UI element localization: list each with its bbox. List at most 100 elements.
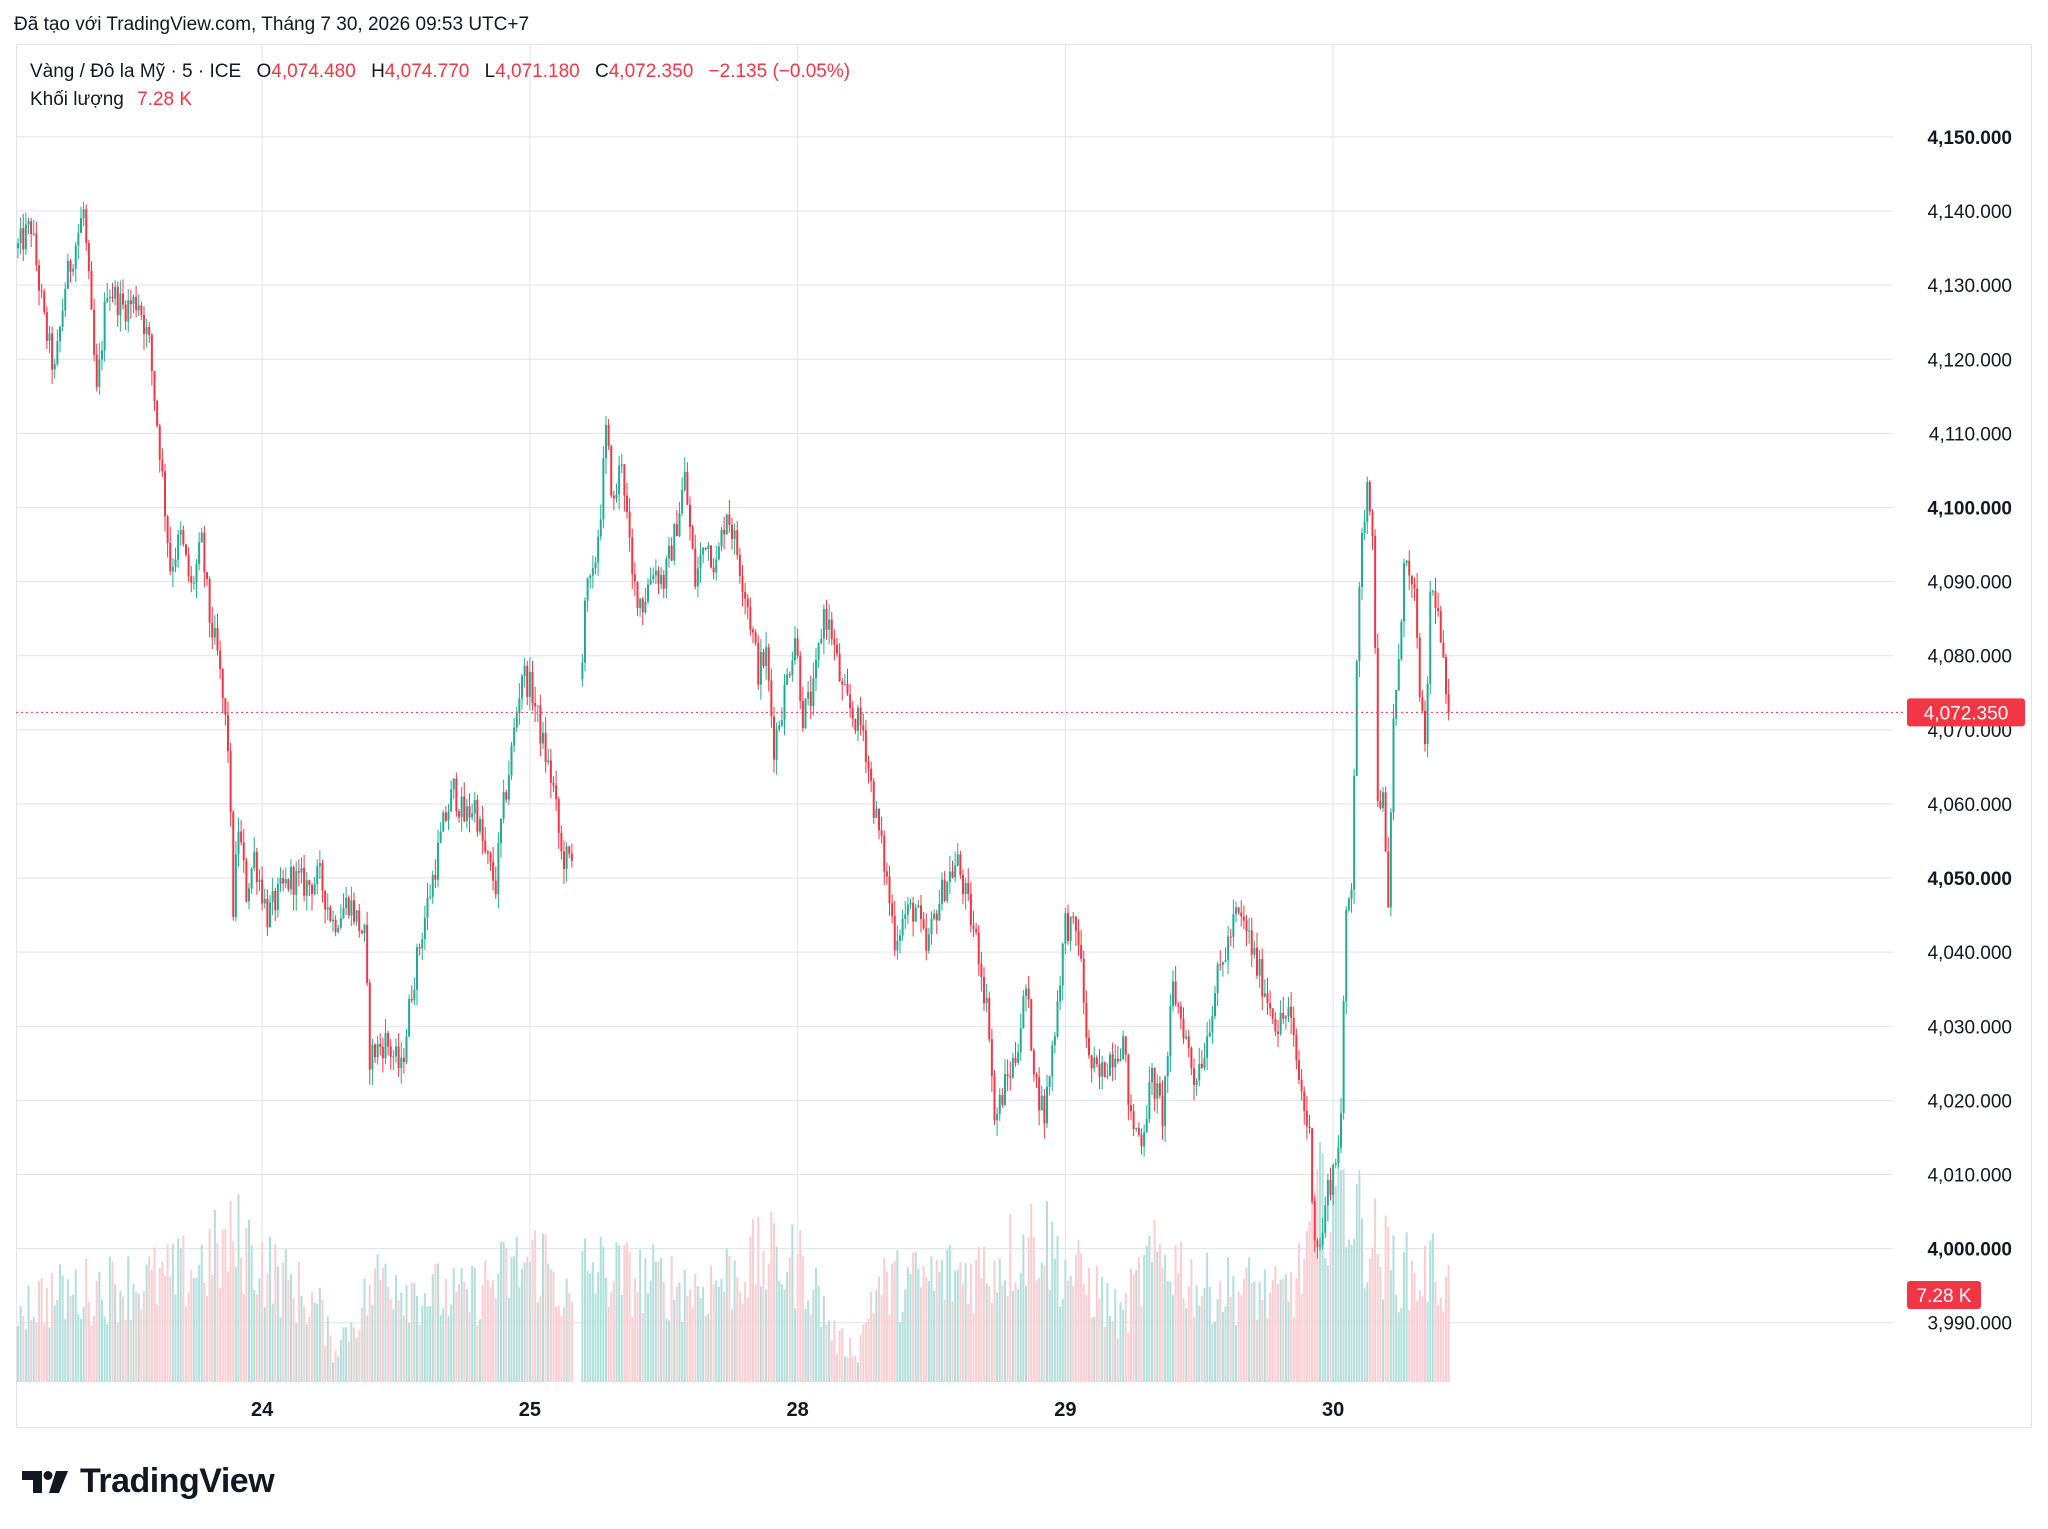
candle-body — [1400, 621, 1403, 659]
volume-bar — [536, 1302, 539, 1382]
volume-bar — [767, 1263, 770, 1382]
candle-body — [444, 812, 447, 821]
candle-body — [618, 465, 621, 495]
candle-body — [678, 513, 681, 537]
volume-bar — [985, 1283, 988, 1382]
volume-bar — [481, 1285, 484, 1382]
volume-bar — [899, 1322, 901, 1382]
candle-body — [875, 808, 878, 818]
candle-body — [410, 998, 413, 1001]
candle-body — [962, 875, 964, 895]
volume-bar — [880, 1295, 883, 1382]
volume-bar — [612, 1281, 615, 1382]
volume-bar — [686, 1295, 689, 1382]
candle-body — [1248, 930, 1251, 932]
volume-bar — [484, 1260, 487, 1382]
candle-body — [906, 904, 909, 915]
volume-bar — [746, 1297, 749, 1382]
volume-bar — [1332, 1183, 1335, 1382]
candle-body — [313, 884, 316, 895]
candle-body — [681, 490, 684, 514]
volume-bar — [245, 1228, 248, 1382]
candle-body — [807, 691, 810, 699]
candle-body — [896, 940, 899, 951]
volume-bar — [292, 1298, 295, 1382]
candle-body — [917, 905, 920, 908]
volume-bar — [400, 1292, 403, 1382]
candle-body — [859, 707, 862, 726]
volume-bar — [893, 1260, 896, 1382]
volume-bar — [607, 1306, 610, 1382]
candle-body — [1211, 1016, 1214, 1033]
volume-bar — [463, 1281, 466, 1382]
candle-body — [631, 537, 634, 575]
volume-bar — [27, 1285, 30, 1382]
candle-body — [318, 863, 321, 867]
volume-bar — [1156, 1251, 1159, 1382]
candle-body — [1069, 916, 1072, 941]
candle-body — [77, 232, 80, 246]
candle-body — [106, 298, 109, 302]
volume-bar — [211, 1274, 214, 1382]
volume-bar — [290, 1274, 292, 1382]
candle-body — [1111, 1054, 1114, 1068]
volume-bar — [807, 1300, 810, 1382]
volume-bar — [1185, 1308, 1188, 1382]
candle-body — [421, 939, 424, 949]
volume-bar — [248, 1219, 250, 1382]
candle-body — [675, 524, 678, 537]
candle-body — [169, 542, 172, 572]
candle-body — [1424, 710, 1426, 745]
volume-bar — [996, 1292, 999, 1382]
volume-bar — [1408, 1310, 1411, 1382]
candle-body — [990, 1039, 993, 1077]
candle-body — [1080, 945, 1083, 959]
volume-bars — [17, 1142, 1450, 1382]
candle-body — [245, 860, 248, 902]
volume-bar — [780, 1284, 783, 1382]
tradingview-logo[interactable]: TradingView — [20, 1462, 275, 1501]
volume-bar — [1011, 1290, 1014, 1382]
candle-body — [274, 890, 277, 911]
candle-body — [505, 792, 508, 800]
volume-bar — [615, 1242, 618, 1382]
volume-bar — [486, 1279, 489, 1382]
candle-body — [941, 879, 943, 904]
candle-body — [32, 233, 35, 235]
candle-body — [253, 851, 256, 869]
chart-frame[interactable] — [16, 44, 2032, 1428]
volume-bar — [1300, 1293, 1303, 1382]
volume-bar — [402, 1315, 405, 1382]
y-tick-label: 4,040.000 — [1927, 943, 2012, 964]
volume-bar — [303, 1306, 306, 1382]
candle-body — [704, 547, 707, 549]
x-tick-label: 28 — [787, 1399, 809, 1421]
volume-bar — [229, 1201, 232, 1382]
volume-bar — [707, 1313, 710, 1382]
candle-body — [710, 545, 712, 568]
volume-bar — [1242, 1278, 1245, 1382]
volume-bar — [1342, 1169, 1345, 1382]
candle-body — [51, 333, 54, 370]
volume-bar — [528, 1262, 531, 1382]
candle-body — [1242, 916, 1245, 921]
volume-bar — [1321, 1153, 1324, 1382]
volume-bar — [838, 1330, 841, 1382]
volume-bar — [581, 1250, 584, 1382]
volume-bar — [368, 1284, 371, 1382]
volume-bar — [1030, 1204, 1033, 1382]
volume-bar — [192, 1278, 195, 1382]
candle-body — [893, 915, 896, 951]
volume-bar — [332, 1362, 334, 1382]
volume-bar — [61, 1275, 64, 1382]
candle-body — [1056, 1001, 1059, 1037]
candle-body — [591, 568, 594, 576]
volume-bar — [725, 1248, 728, 1382]
symbol-name[interactable]: Vàng / Đô la Mỹ · 5 · ICE — [30, 61, 242, 82]
candle-body — [867, 762, 870, 769]
candle-body — [64, 288, 67, 311]
volume-bar — [670, 1255, 673, 1382]
volume-bar — [591, 1262, 594, 1382]
volume-bar — [1090, 1317, 1093, 1382]
